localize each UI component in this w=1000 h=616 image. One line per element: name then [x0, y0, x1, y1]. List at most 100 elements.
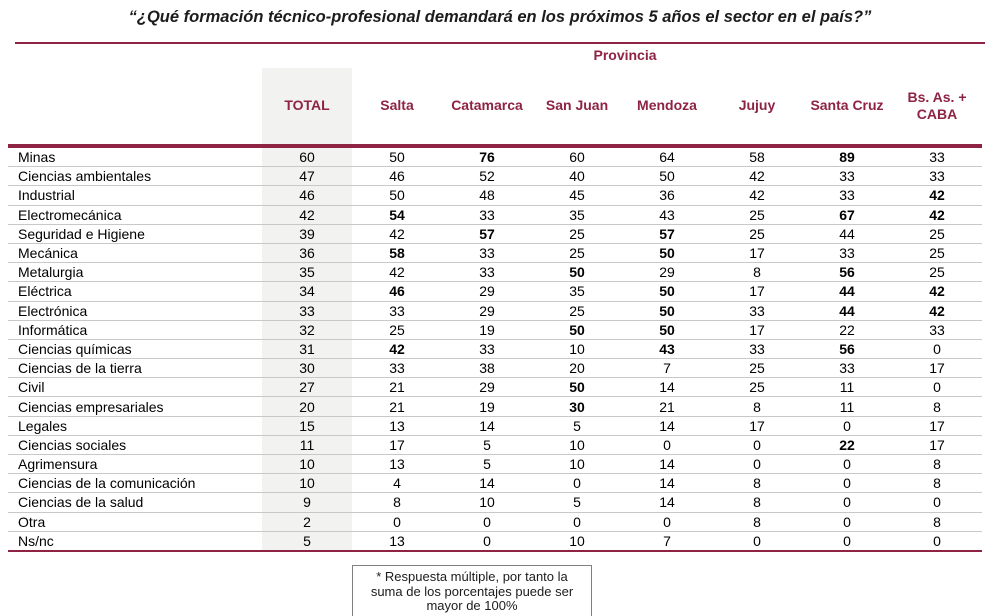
cell-value: 60 — [569, 149, 585, 166]
cell-value: 14 — [659, 379, 675, 396]
cell-value: 17 — [929, 436, 945, 453]
cell-value: 38 — [479, 360, 495, 377]
cell-value: 14 — [659, 494, 675, 511]
table-row: Ns/nc 5 13 0 10 7 0 0 0 — [8, 531, 982, 551]
cell-value: 10 — [262, 473, 352, 493]
cell-value: 40 — [569, 168, 585, 185]
cell-value: 33 — [262, 301, 352, 321]
cell-value: 8 — [393, 494, 401, 511]
cell-value: 50 — [569, 379, 585, 396]
cell-value: 22 — [839, 321, 855, 338]
row-label: Minas — [18, 149, 56, 166]
cell-value: 0 — [933, 532, 941, 549]
cell-value: 33 — [479, 206, 495, 223]
cell-value: 44 — [839, 302, 855, 319]
table-row: Eléctrica 34 46 29 35 50 17 44 42 — [8, 281, 982, 301]
table-row: Ciencias de la comunicación 10 4 14 0 14 8 0 8 — [8, 473, 982, 493]
cell-value: 0 — [753, 456, 761, 473]
cell-value: 10 — [569, 456, 585, 473]
cell-value: 0 — [933, 494, 941, 511]
cell-value: 33 — [479, 264, 495, 281]
row-label: Electrónica — [18, 302, 88, 319]
cell-value: 48 — [479, 187, 495, 204]
table-row: Metalurgia 35 42 33 50 29 8 56 25 — [8, 262, 982, 282]
cell-value: 33 — [749, 340, 765, 357]
row-label: Mecánica — [18, 245, 78, 262]
cell-value: 58 — [389, 245, 405, 262]
cell-value: 34 — [262, 281, 352, 301]
footnote-line: * Respuesta múltiple, por tanto la — [376, 569, 568, 584]
cell-value: 8 — [933, 398, 941, 415]
cell-value: 0 — [843, 494, 851, 511]
cell-value: 14 — [479, 475, 495, 492]
cell-value: 25 — [749, 360, 765, 377]
cell-value: 5 — [262, 531, 352, 551]
provincia-group-header: Provincia — [593, 47, 657, 63]
cell-value: 29 — [659, 264, 675, 281]
cell-value: 25 — [569, 225, 585, 242]
cell-value: 20 — [262, 396, 352, 417]
footnote-box: * Respuesta múltiple, por tanto la suma … — [352, 565, 592, 616]
cell-value: 44 — [839, 283, 855, 300]
cell-value: 42 — [749, 168, 765, 185]
cell-value: 33 — [929, 149, 945, 166]
cell-value: 52 — [479, 168, 495, 185]
cell-value: 9 — [262, 492, 352, 513]
footnote-line: mayor de 100% — [426, 598, 518, 614]
cell-value: 25 — [749, 225, 765, 242]
table-row: Industrial 46 50 48 45 36 42 33 42 — [8, 185, 982, 206]
data-table: TOTAL Salta Catamarca San Juan Mendoza Jujuy S… — [8, 68, 982, 552]
cell-value: 57 — [659, 225, 675, 242]
cell-value: 33 — [839, 360, 855, 377]
table-row: Minas 60 50 76 60 64 58 89 33 — [8, 146, 982, 167]
cell-value: 25 — [929, 264, 945, 281]
cell-value: 50 — [389, 187, 405, 204]
cell-value: 30 — [569, 398, 585, 415]
column-header-salta: Salta — [380, 97, 414, 114]
column-header-total: TOTAL — [262, 68, 352, 146]
row-label: Ciencias de la comunicación — [18, 475, 196, 492]
cell-value: 43 — [659, 340, 675, 357]
cell-value: 20 — [569, 360, 585, 377]
table-row: Ciencias empresariales 20 21 19 30 21 8 11 8 — [8, 396, 982, 417]
cell-value: 35 — [262, 262, 352, 282]
cell-value: 42 — [749, 187, 765, 204]
row-label: Agrimensura — [18, 456, 98, 473]
cell-value: 0 — [393, 513, 401, 530]
cell-value: 11 — [262, 435, 352, 455]
cell-value: 5 — [483, 456, 491, 473]
cell-value: 0 — [753, 436, 761, 453]
table-row: Mecánica 36 58 33 25 50 17 33 25 — [8, 243, 982, 263]
cell-value: 46 — [389, 168, 405, 185]
cell-value: 8 — [753, 398, 761, 415]
cell-value: 13 — [389, 532, 405, 549]
table-row: Ciencias ambientales 47 46 52 40 50 42 33 33 — [8, 166, 982, 186]
cell-value: 0 — [843, 532, 851, 549]
cell-value: 0 — [843, 513, 851, 530]
cell-value: 50 — [659, 283, 675, 300]
cell-value: 56 — [839, 340, 855, 357]
cell-value: 17 — [389, 436, 405, 453]
cell-value: 33 — [389, 360, 405, 377]
cell-value: 50 — [569, 321, 585, 338]
cell-value: 10 — [479, 494, 495, 511]
table-row: Ciencias de la tierra 30 33 38 20 7 25 33 17 — [8, 358, 982, 378]
cell-value: 33 — [839, 245, 855, 262]
page-title: “¿Qué formación técnico-profesional dema… — [128, 8, 872, 26]
cell-value: 0 — [933, 340, 941, 357]
cell-value: 8 — [753, 494, 761, 511]
cell-value: 14 — [659, 456, 675, 473]
cell-value: 33 — [479, 340, 495, 357]
cell-value: 10 — [569, 532, 585, 549]
cell-value: 57 — [479, 225, 495, 242]
table-row: Agrimensura 10 13 5 10 14 0 0 8 — [8, 454, 982, 474]
cell-value: 44 — [839, 225, 855, 242]
cell-value: 50 — [389, 149, 405, 166]
cell-value: 76 — [479, 149, 495, 166]
cell-value: 29 — [479, 379, 495, 396]
cell-value: 33 — [929, 168, 945, 185]
table-row: Otra 2 0 0 0 0 8 0 8 — [8, 512, 982, 532]
footnote-line: suma de los porcentajes puede ser — [370, 583, 574, 599]
cell-value: 25 — [749, 379, 765, 396]
cell-value: 89 — [839, 149, 855, 166]
